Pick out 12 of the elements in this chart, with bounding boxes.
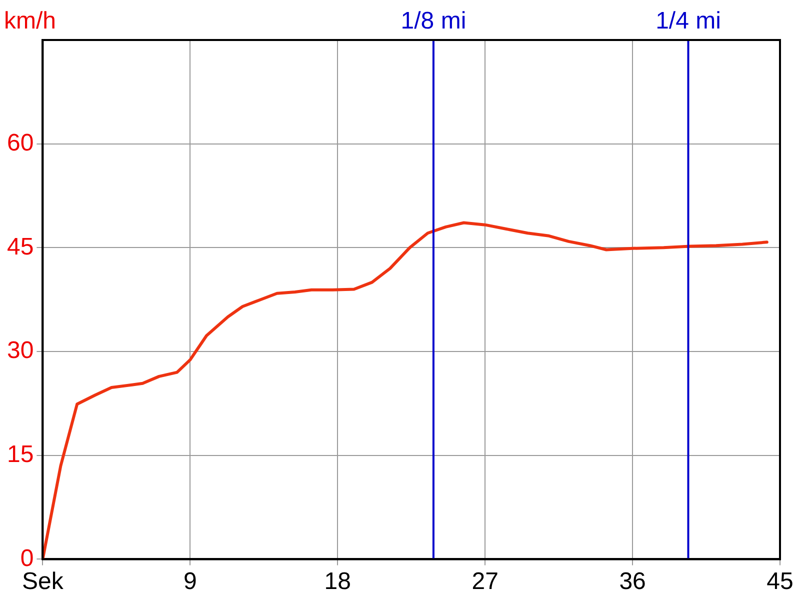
x-tick-label: 36 [619,568,646,596]
x-tick-label: 27 [472,568,498,596]
x-tick-label: 45 [766,568,794,596]
y-tick-label: 15 [6,440,34,468]
ref-line-label: 1/4 mi [656,8,721,35]
y-axis-title: km/h [4,8,56,35]
x-tick-label: 18 [324,568,351,596]
y-tick-label: 60 [6,129,34,156]
x-tick-label: 9 [183,568,197,596]
y-tick-label: 45 [6,233,34,260]
y-tick-label: 30 [6,337,34,364]
ref-line-label: 1/8 mi [400,8,466,35]
